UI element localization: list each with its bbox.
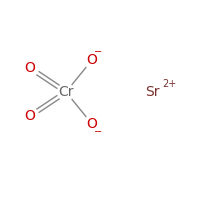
Text: Cr: Cr (58, 85, 74, 99)
Text: −: − (94, 127, 102, 137)
Text: O: O (87, 117, 97, 131)
Text: −: − (94, 47, 102, 57)
Text: Sr: Sr (145, 85, 159, 99)
Text: O: O (25, 109, 35, 123)
Text: O: O (25, 61, 35, 75)
Text: O: O (87, 53, 97, 67)
Text: 2+: 2+ (162, 79, 176, 89)
